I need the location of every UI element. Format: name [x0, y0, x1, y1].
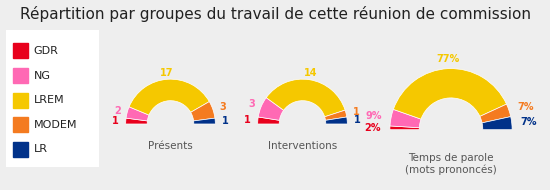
Text: 9%: 9% [366, 111, 382, 121]
Text: 17: 17 [161, 68, 174, 78]
Wedge shape [194, 118, 215, 124]
Text: LREM: LREM [34, 95, 64, 105]
Text: Répartition par groupes du travail de cette réunion de commission: Répartition par groupes du travail de ce… [19, 6, 531, 22]
Wedge shape [191, 102, 215, 121]
Wedge shape [266, 79, 345, 117]
Text: Interventions: Interventions [268, 141, 337, 151]
Wedge shape [482, 117, 512, 130]
Bar [13, 142, 28, 157]
Text: 1: 1 [244, 115, 251, 125]
Bar [13, 117, 28, 132]
Wedge shape [126, 118, 147, 124]
Text: GDR: GDR [34, 46, 58, 56]
Wedge shape [326, 117, 347, 124]
FancyBboxPatch shape [3, 26, 102, 171]
Wedge shape [390, 109, 421, 128]
Wedge shape [129, 79, 210, 115]
Wedge shape [480, 104, 511, 123]
Wedge shape [393, 69, 507, 119]
Text: 77%: 77% [436, 55, 459, 64]
Bar [13, 43, 28, 59]
Text: 1: 1 [354, 115, 361, 125]
Bar [13, 68, 28, 83]
Text: NG: NG [34, 70, 51, 81]
Wedge shape [126, 107, 149, 121]
Text: LR: LR [34, 144, 47, 154]
Text: 7%: 7% [518, 102, 534, 112]
Wedge shape [258, 117, 279, 124]
Text: 14: 14 [304, 68, 317, 78]
Wedge shape [390, 126, 419, 130]
Text: MODEM: MODEM [34, 120, 77, 130]
Wedge shape [258, 98, 284, 120]
Text: 7%: 7% [521, 117, 537, 127]
Text: 1: 1 [353, 107, 359, 117]
Text: Temps de parole
(mots prononcés): Temps de parole (mots prononcés) [405, 153, 497, 175]
Text: 2: 2 [114, 106, 120, 116]
Text: Présents: Présents [148, 141, 193, 151]
Text: 1: 1 [112, 116, 119, 126]
Text: 1: 1 [222, 116, 229, 126]
Text: 2%: 2% [364, 123, 381, 132]
Text: 3: 3 [248, 99, 255, 109]
Text: 3: 3 [219, 102, 226, 112]
Wedge shape [324, 110, 346, 120]
Bar [13, 93, 28, 108]
